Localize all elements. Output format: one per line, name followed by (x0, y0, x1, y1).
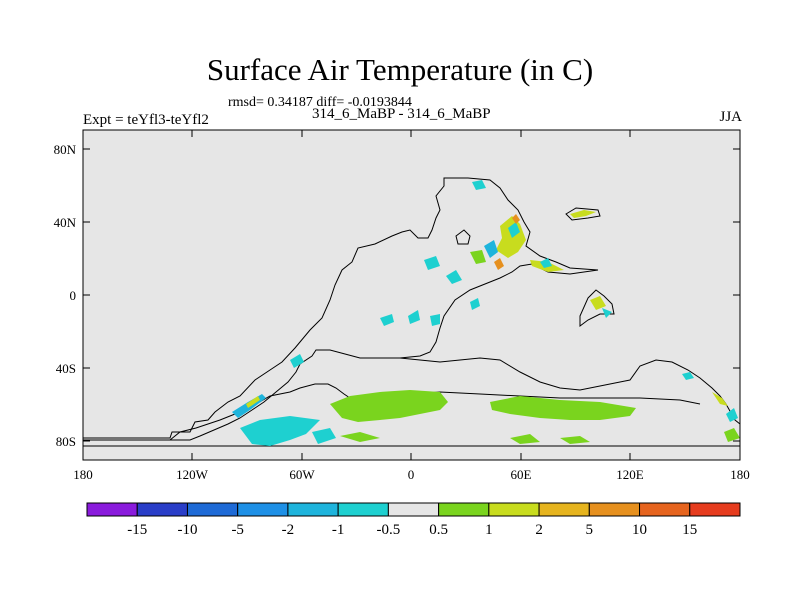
colorbar-swatch (186, 502, 239, 517)
colorbar-swatch (337, 502, 389, 517)
colorbar-swatch (438, 502, 490, 517)
colorbar-label: -0.5 (377, 522, 401, 538)
colorbar-label: -2 (282, 522, 295, 538)
lat-label-40n: 40N (54, 215, 77, 230)
lat-label-80s: 80S (56, 434, 76, 449)
colorbar-swatch (689, 502, 741, 517)
colorbar-label: -10 (177, 522, 197, 538)
colorbar-swatch (639, 502, 691, 517)
lat-label-80n: 80N (54, 142, 77, 157)
coastline-island-east (565, 207, 601, 221)
anomaly-cyan-east-coast (682, 372, 694, 380)
colorbar-label: -1 (332, 522, 345, 538)
colorbar-label: 15 (682, 522, 697, 538)
coastlines (83, 177, 741, 447)
anomaly-green-band-west (330, 390, 448, 422)
colorbar-label: -15 (127, 522, 147, 538)
coastline-antarctic-shelf (169, 383, 701, 441)
anomaly-green-band-east (490, 396, 636, 420)
anomaly-cyan-south-2 (312, 428, 336, 444)
colorbar-label: 1 (485, 522, 493, 538)
lon-label-60e: 60E (511, 467, 532, 482)
experiment-label: Expt = teYfl3-teYfl2 (83, 112, 209, 128)
colorbar-swatch (287, 502, 339, 517)
anomaly-yellow-coast (246, 396, 260, 408)
anomaly-cyan-central-2 (446, 270, 462, 284)
lon-label-180e: 180 (730, 467, 750, 482)
colorbar-swatch (86, 502, 138, 517)
lon-label-120w: 120W (176, 467, 209, 482)
lat-label-40s: 40S (56, 361, 76, 376)
anomaly-cyan-asia-2 (484, 240, 498, 258)
colorbar-swatch (387, 502, 440, 517)
coastline-continent (83, 177, 599, 441)
coastline-southern (399, 357, 741, 425)
anomaly-cyan-central-1 (424, 256, 440, 270)
anomaly-patches (232, 180, 740, 446)
anomaly-orange-asia-2 (494, 258, 504, 270)
anomaly-green-asia-1 (470, 250, 486, 264)
anomaly-yellow-asia-1 (496, 216, 526, 258)
anomaly-yellow-island-east (570, 210, 596, 218)
lon-label-120e: 120E (616, 467, 644, 482)
colorbar-label: -5 (231, 522, 244, 538)
anomaly-cyan-south-edge (726, 408, 738, 422)
colorbar-swatch (237, 502, 289, 517)
anomaly-cyan-coast-mid (290, 354, 304, 368)
lon-label-0: 0 (408, 467, 415, 482)
season-label: JJA (719, 109, 742, 125)
anomaly-green-south-3 (560, 436, 590, 444)
anomaly-cyan-central-6 (430, 314, 440, 326)
anomaly-cyan-asia-1 (508, 222, 520, 238)
anomaly-green-south-edge (724, 428, 740, 442)
anomaly-cyan-southeast (602, 308, 612, 318)
lat-label-eq: 0 (70, 288, 77, 303)
lon-label-180w: 180 (73, 467, 93, 482)
colorbar-label: 5 (586, 522, 594, 538)
anomaly-cyan-asia-3 (540, 258, 552, 268)
anomaly-yellow-south-edge (712, 392, 728, 406)
colorbar-swatch (136, 502, 188, 517)
map-ticks (83, 130, 740, 460)
anomaly-yellow-southeast (590, 296, 606, 310)
map-title: Surface Air Temperature (in C) (206, 52, 594, 87)
colorbar-swatch (588, 502, 641, 517)
lon-label-60w: 60W (289, 467, 315, 482)
anomaly-cyan-asia-4 (472, 180, 486, 190)
anomaly-orange-asia-1 (512, 214, 520, 224)
anomaly-cyan-central-3 (408, 310, 420, 324)
colorbar-label: 0.5 (429, 522, 448, 538)
colorbar-label: 10 (632, 522, 647, 538)
anomaly-green-south-2 (510, 434, 540, 444)
stats-label: rmsd= 0.34187 diff= -0.0193844 (228, 95, 412, 110)
anomaly-cyan-south-1 (240, 416, 320, 446)
anomaly-green-south-1 (340, 432, 380, 442)
colorbar-swatch (488, 502, 540, 517)
colorbar-label: 2 (535, 522, 543, 538)
case-label: 314_6_MaBP - 314_6_MaBP (312, 106, 491, 122)
anomaly-cyan-central-5 (470, 298, 480, 310)
anomaly-cyan-central-4 (380, 314, 394, 326)
colorbar-swatch (538, 502, 590, 517)
colorbar: -15 -10 -5 -2 -1 -0.5 0.5 1 2 5 10 15 (86, 502, 741, 538)
coastline-island-small (455, 229, 471, 245)
